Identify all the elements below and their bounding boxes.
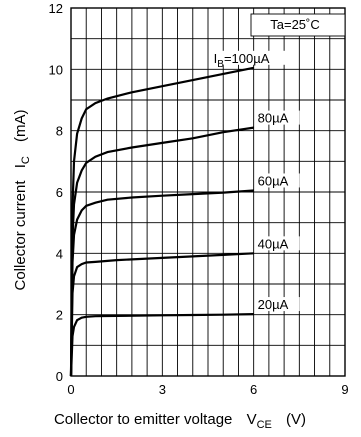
x-axis-label-unit: (V) <box>286 411 306 428</box>
y-tick-label: 6 <box>56 185 63 200</box>
y-tick-label: 8 <box>56 124 63 139</box>
curve-labels: IB=100µA 80µA 60µA 40µA 20µA <box>211 50 300 312</box>
x-tick-labels: 0 3 6 9 <box>67 382 348 397</box>
curve-line <box>69 313 254 377</box>
curve-line <box>69 189 254 377</box>
curve-label-suffix: =100µA <box>224 51 270 66</box>
curve-label: 40µA <box>258 236 289 251</box>
curve-label: 20µA <box>258 297 289 312</box>
x-axis-label-symbol: V <box>247 411 257 428</box>
y-axis-label-sub: C <box>20 156 32 164</box>
curve-line <box>69 252 254 377</box>
temperature-annotation: Ta=25˚C <box>270 17 320 32</box>
x-axis-label-main: Collector to emitter voltage <box>54 411 232 428</box>
curve-label-sub: B <box>217 59 224 70</box>
curve-label: IB=100µA <box>214 51 270 70</box>
y-tick-label: 4 <box>56 246 63 261</box>
annotation-box <box>250 13 346 37</box>
curve-label: 60µA <box>258 173 289 188</box>
y-tick-labels: 0 2 4 6 8 10 12 <box>49 1 63 384</box>
curve-label: 80µA <box>258 111 289 126</box>
x-axis-label: Collector to emitter voltage VCE (V) <box>54 411 306 432</box>
y-tick-label: 0 <box>56 369 63 384</box>
x-tick-label: 3 <box>159 382 166 397</box>
x-axis-label-sub: CE <box>257 419 272 431</box>
y-tick-label: 12 <box>49 1 63 16</box>
y-axis-label: Collector current IC (mA) <box>12 109 33 290</box>
y-axis-label-main: Collector current <box>12 180 29 291</box>
curve-label-bg <box>255 110 300 125</box>
curve-line <box>69 126 254 377</box>
y-tick-label: 2 <box>56 308 63 323</box>
curves <box>69 66 254 377</box>
curve-label-bg <box>255 236 300 251</box>
curve-label-bg <box>211 50 286 65</box>
x-tick-label: 9 <box>341 382 348 397</box>
y-axis-label-unit: (mA) <box>12 109 29 142</box>
curve-label-prefix: I <box>214 51 218 66</box>
grid-lines <box>70 7 346 377</box>
x-tick-label: 6 <box>250 382 257 397</box>
y-tick-label: 10 <box>49 62 63 77</box>
curve-label-bg <box>255 173 300 188</box>
plot-frame <box>70 7 346 377</box>
curve-line <box>69 66 254 377</box>
y-axis-label-symbol: I <box>12 164 29 168</box>
x-tick-label: 0 <box>67 382 74 397</box>
curve-label-bg <box>255 297 300 312</box>
